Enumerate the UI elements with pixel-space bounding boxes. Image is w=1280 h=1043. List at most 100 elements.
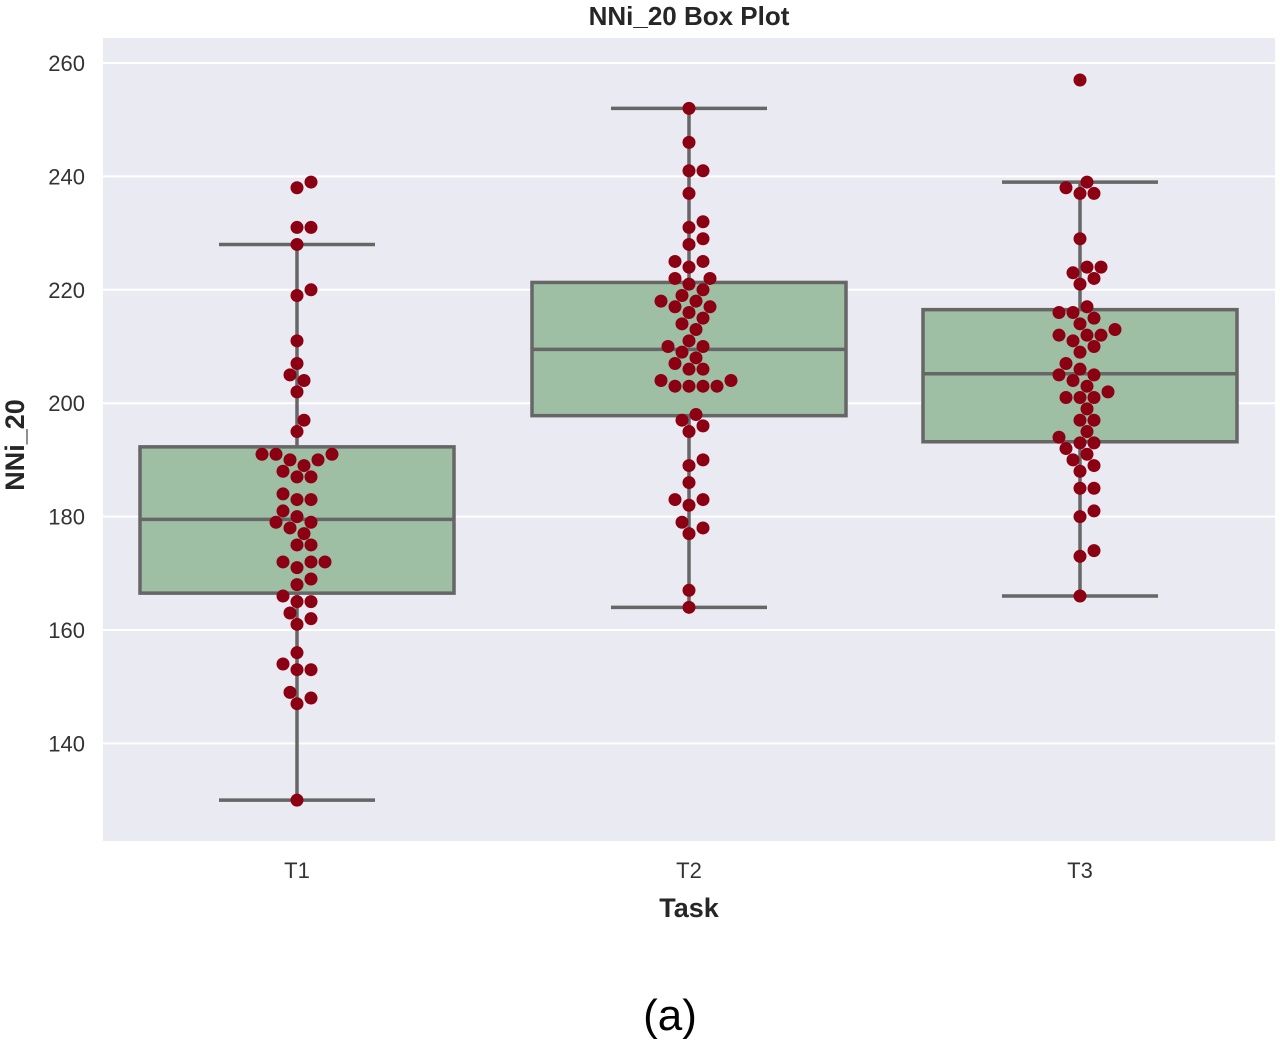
data-point-t2-39 <box>682 277 696 291</box>
data-point-t3-1 <box>1073 549 1087 563</box>
data-point-t2-42 <box>682 260 696 274</box>
data-point-t1-50 <box>290 220 304 234</box>
data-point-t2-3 <box>696 521 710 535</box>
data-point-t3-21 <box>1059 391 1073 405</box>
data-point-t3-3 <box>1073 510 1087 524</box>
data-point-t2-33 <box>668 300 682 314</box>
data-point-t1-45 <box>290 357 304 371</box>
data-point-t2-26 <box>696 340 710 353</box>
data-point-t1-33 <box>276 464 290 478</box>
data-point-t3-15 <box>1080 425 1094 439</box>
data-point-t3-13 <box>1087 436 1101 450</box>
data-point-t1-2 <box>304 691 318 705</box>
data-point-t2-34 <box>703 300 717 314</box>
data-point-t1-30 <box>276 487 290 501</box>
data-point-t3-30 <box>1087 340 1101 353</box>
data-point-t1-34 <box>297 459 311 473</box>
data-point-t3-10 <box>1080 447 1094 461</box>
data-point-t2-7 <box>668 493 682 507</box>
data-point-t2-13 <box>675 413 689 427</box>
data-point-t3-17 <box>1087 413 1101 427</box>
data-point-t2-15 <box>682 379 696 393</box>
data-point-t3-49 <box>1059 181 1073 195</box>
data-point-t1-7 <box>290 646 304 660</box>
y-tick-label-180: 180 <box>48 505 85 530</box>
data-point-t2-52 <box>682 135 696 149</box>
data-point-t1-18 <box>276 555 290 569</box>
data-point-t2-0 <box>682 600 696 614</box>
data-point-t2-25 <box>675 345 689 359</box>
data-point-t3-18 <box>1080 402 1094 416</box>
data-point-t2-4 <box>675 515 689 529</box>
data-point-t2-45 <box>682 237 696 251</box>
data-point-t3-51 <box>1073 73 1087 87</box>
data-point-t3-26 <box>1052 368 1066 382</box>
data-point-t1-19 <box>318 555 332 569</box>
data-point-t1-28 <box>290 493 304 507</box>
data-point-t2-46 <box>696 232 710 246</box>
data-point-t1-52 <box>290 181 304 195</box>
data-point-t3-11 <box>1059 442 1073 456</box>
y-tick-label-260: 260 <box>48 51 85 76</box>
data-point-t2-36 <box>654 294 668 308</box>
data-point-t2-24 <box>689 351 703 365</box>
data-point-t3-24 <box>1066 374 1080 388</box>
data-point-t3-27 <box>1073 362 1087 376</box>
data-point-t1-44 <box>283 368 297 382</box>
data-point-t3-8 <box>1087 459 1101 473</box>
data-point-t2-37 <box>675 288 689 302</box>
data-point-t2-17 <box>668 379 682 393</box>
data-point-t2-6 <box>696 493 710 507</box>
data-point-t1-35 <box>283 453 297 467</box>
figure-caption: (a) <box>643 991 697 1040</box>
data-point-t2-22 <box>696 362 710 376</box>
data-point-t3-14 <box>1052 430 1066 444</box>
data-point-t1-38 <box>325 447 339 461</box>
data-point-t1-0 <box>290 793 304 807</box>
data-point-t1-17 <box>304 555 318 569</box>
x-tick-label-t2: T2 <box>676 858 702 883</box>
data-point-t3-44 <box>1080 260 1094 274</box>
data-point-t1-3 <box>283 685 297 699</box>
data-point-t2-51 <box>696 164 710 178</box>
data-point-t1-29 <box>304 493 318 507</box>
data-point-t1-23 <box>283 521 297 535</box>
data-point-t2-48 <box>696 215 710 229</box>
data-point-t3-47 <box>1073 186 1087 200</box>
data-point-t3-9 <box>1066 453 1080 467</box>
data-point-t3-31 <box>1066 334 1080 348</box>
data-point-t2-47 <box>682 220 696 234</box>
data-point-t1-31 <box>290 470 304 484</box>
data-point-t2-28 <box>682 334 696 348</box>
data-point-t2-20 <box>724 374 738 388</box>
y-tick-label-140: 140 <box>48 731 85 756</box>
data-point-t1-36 <box>311 453 325 467</box>
data-point-t1-39 <box>255 447 269 461</box>
data-point-t3-5 <box>1073 481 1087 495</box>
data-point-t2-35 <box>689 294 703 308</box>
x-axis-label: Task <box>659 893 720 923</box>
data-point-t3-4 <box>1087 504 1101 518</box>
data-point-t1-49 <box>290 237 304 251</box>
data-point-t1-14 <box>290 578 304 592</box>
data-point-t3-0 <box>1073 589 1087 603</box>
data-point-t2-32 <box>682 305 696 319</box>
data-point-t2-12 <box>696 419 710 433</box>
data-point-t1-24 <box>304 515 318 529</box>
x-tick-label-t3: T3 <box>1067 858 1093 883</box>
data-point-t1-53 <box>304 175 318 189</box>
y-tick-label-160: 160 <box>48 618 85 643</box>
data-point-t2-14 <box>689 408 703 422</box>
data-point-t3-7 <box>1073 464 1087 478</box>
data-point-t2-31 <box>696 311 710 325</box>
data-point-t1-25 <box>269 515 283 529</box>
data-point-t1-27 <box>276 504 290 518</box>
data-point-t3-40 <box>1080 300 1094 314</box>
data-point-t3-16 <box>1073 413 1087 427</box>
data-point-t2-44 <box>668 254 682 268</box>
data-point-t1-11 <box>290 595 304 609</box>
data-point-t1-6 <box>276 657 290 671</box>
data-point-t3-36 <box>1073 317 1087 331</box>
data-point-t3-12 <box>1073 436 1087 450</box>
